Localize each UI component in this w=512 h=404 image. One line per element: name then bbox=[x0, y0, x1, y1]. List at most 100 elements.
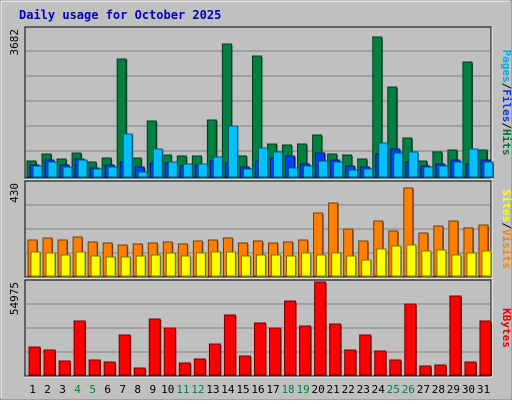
legend-hits_files_pages: Pages/Files/Hits bbox=[500, 50, 512, 156]
x-tick-label: 24 bbox=[372, 383, 386, 396]
x-tick-label: 10 bbox=[161, 383, 174, 396]
bar-sites bbox=[75, 251, 86, 277]
bar-sites bbox=[210, 251, 221, 277]
bar-kbytes bbox=[449, 295, 462, 376]
x-tick-label: 28 bbox=[432, 383, 445, 396]
x-tick-label: 14 bbox=[221, 383, 235, 396]
bar-sites bbox=[180, 255, 191, 277]
bar-kbytes bbox=[419, 365, 432, 376]
bar-kbytes bbox=[374, 350, 387, 376]
y-max-label-kbytes: 54975 bbox=[8, 282, 21, 315]
bar-kbytes bbox=[253, 322, 266, 376]
bar-sites bbox=[90, 255, 101, 277]
bar-kbytes bbox=[404, 303, 417, 376]
bar-pages bbox=[92, 168, 103, 178]
bar-pages bbox=[257, 147, 268, 178]
legend-item-pages: Pages bbox=[500, 50, 512, 83]
bar-sites bbox=[421, 250, 432, 277]
legend-item-kbytes: KBytes bbox=[500, 308, 512, 348]
x-tick-label: 25 bbox=[387, 383, 400, 396]
bar-sites bbox=[331, 252, 342, 277]
bar-sites bbox=[30, 251, 41, 277]
bar-kbytes bbox=[479, 320, 492, 376]
bar-sites bbox=[105, 256, 116, 277]
x-tick-label: 16 bbox=[251, 383, 264, 396]
bar-sites bbox=[255, 254, 266, 277]
bar-sites bbox=[466, 252, 477, 277]
bar-kbytes bbox=[133, 367, 146, 376]
bar-pages bbox=[167, 161, 178, 178]
bar-pages bbox=[423, 166, 434, 178]
x-tick-label: 27 bbox=[417, 383, 430, 396]
x-tick-label: 22 bbox=[342, 383, 355, 396]
bar-pages bbox=[107, 166, 118, 178]
bar-sites bbox=[481, 250, 492, 277]
bar-kbytes bbox=[58, 360, 71, 376]
legend-item-hits: Hits bbox=[500, 129, 512, 156]
bar-pages bbox=[483, 161, 494, 178]
x-tick-label: 5 bbox=[89, 383, 96, 396]
bar-sites bbox=[376, 248, 387, 277]
chart-title: Daily usage for October 2025 bbox=[19, 8, 221, 22]
bar-pages bbox=[137, 171, 148, 178]
x-tick-label: 21 bbox=[327, 383, 340, 396]
bar-pages bbox=[212, 156, 223, 178]
x-tick-label: 17 bbox=[266, 383, 279, 396]
bar-pages bbox=[438, 165, 449, 178]
bar-sites bbox=[240, 255, 251, 277]
bar-kbytes bbox=[103, 361, 116, 376]
x-tick-label: 20 bbox=[312, 383, 325, 396]
x-tick-label: 23 bbox=[357, 383, 370, 396]
bar-pages bbox=[197, 163, 208, 178]
bar-sites bbox=[391, 245, 402, 277]
bar-sites bbox=[150, 254, 161, 277]
x-tick-label: 13 bbox=[206, 383, 219, 396]
bar-kbytes bbox=[269, 327, 282, 376]
x-tick-label: 7 bbox=[119, 383, 126, 396]
bar-kbytes bbox=[28, 346, 41, 376]
bar-pages bbox=[393, 152, 404, 178]
bar-pages bbox=[77, 159, 88, 178]
bar-pages bbox=[227, 125, 238, 178]
bar-kbytes bbox=[118, 334, 131, 376]
bar-sites bbox=[45, 252, 56, 277]
bar-pages bbox=[348, 169, 359, 178]
x-tick-label: 9 bbox=[149, 383, 156, 396]
bar-kbytes bbox=[193, 358, 206, 376]
bar-sites bbox=[195, 252, 206, 277]
bar-sites bbox=[135, 255, 146, 277]
bar-pages bbox=[318, 160, 329, 178]
x-tick-label: 30 bbox=[462, 383, 475, 396]
bar-kbytes bbox=[299, 325, 312, 376]
x-tick-label: 12 bbox=[191, 383, 204, 396]
bar-kbytes bbox=[389, 359, 402, 376]
bar-sites bbox=[60, 254, 71, 277]
bar-pages bbox=[303, 165, 314, 178]
x-tick-label: 19 bbox=[296, 383, 309, 396]
bar-kbytes bbox=[223, 314, 236, 376]
bar-sites bbox=[120, 256, 131, 277]
legend-separator: / bbox=[500, 122, 512, 129]
legend-visits_sites: Sites/Visits bbox=[500, 189, 512, 269]
bar-kbytes bbox=[314, 281, 327, 376]
bar-kbytes bbox=[163, 327, 176, 376]
bar-sites bbox=[316, 254, 327, 277]
bar-pages bbox=[122, 133, 133, 178]
bar-pages bbox=[182, 163, 193, 178]
bar-sites bbox=[451, 254, 462, 277]
bar-pages bbox=[32, 165, 43, 178]
bar-kbytes bbox=[88, 359, 101, 376]
x-tick-label: 2 bbox=[44, 383, 51, 396]
x-tick-label: 1 bbox=[29, 383, 36, 396]
bar-sites bbox=[165, 252, 176, 277]
bar-pages bbox=[468, 148, 479, 178]
bar-kbytes bbox=[329, 323, 342, 376]
bar-pages bbox=[62, 166, 73, 178]
legend-item-files: Files bbox=[500, 89, 512, 122]
bar-pages bbox=[453, 161, 464, 178]
x-tick-label: 8 bbox=[134, 383, 141, 396]
x-tick-label: 15 bbox=[236, 383, 249, 396]
bar-kbytes bbox=[359, 334, 372, 376]
